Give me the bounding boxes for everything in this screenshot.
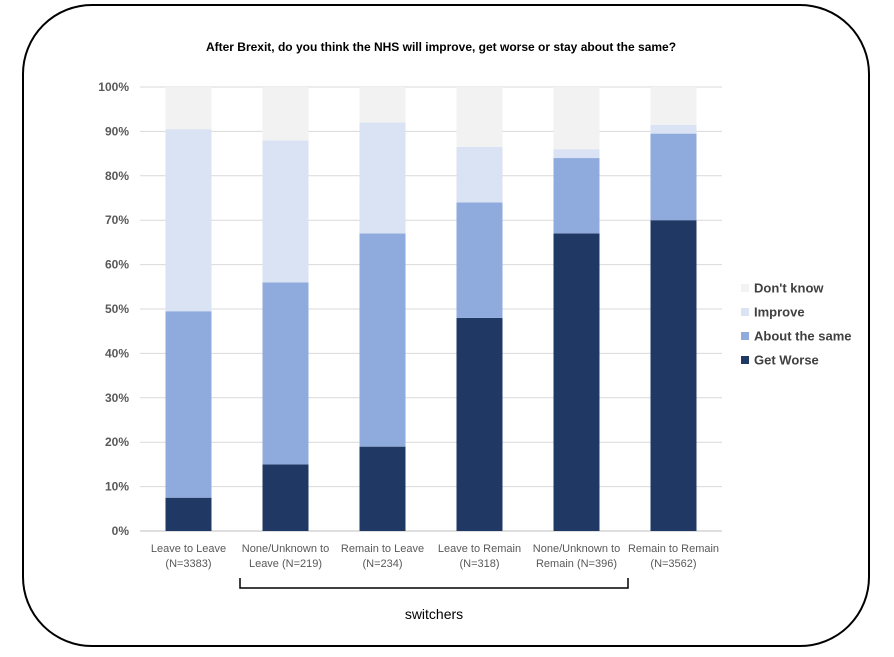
bar-segment — [262, 282, 309, 465]
chart-title: After Brexit, do you think the NHS will … — [206, 40, 676, 54]
bar-segment — [262, 87, 309, 141]
y-tick-label: 0% — [112, 524, 130, 538]
bar-segment — [456, 317, 503, 531]
bar-segment — [359, 233, 406, 447]
bar-segment — [456, 87, 503, 147]
legend: Don't know Improve About the same Get Worse — [741, 281, 852, 368]
bar-segment — [165, 87, 212, 130]
x-category-label: (N=3383) — [165, 558, 211, 570]
x-category-label: Leave (N=219) — [249, 558, 322, 570]
bar-segment — [456, 202, 503, 318]
bar-segment — [165, 129, 212, 312]
bar-segment — [165, 497, 212, 531]
bar-segment — [262, 464, 309, 531]
y-tick-label: 100% — [98, 80, 129, 94]
x-category-label: None/Unknown to — [242, 543, 329, 555]
x-category-label: (N=318) — [459, 558, 499, 570]
y-tick-label: 90% — [105, 124, 129, 138]
x-category-label: Leave to Remain — [438, 543, 521, 555]
bar-segment — [553, 233, 600, 531]
bar-segment — [650, 124, 697, 134]
rounded-frame — [22, 4, 870, 647]
x-category-label: (N=234) — [362, 558, 402, 570]
y-tick-label: 40% — [105, 346, 129, 360]
bar-segment — [359, 446, 406, 531]
x-category-label: Remain to Remain — [628, 543, 719, 555]
bar-segment — [650, 133, 697, 221]
bar-segment — [262, 140, 309, 283]
legend-label: Improve — [754, 305, 805, 320]
y-tick-label: 10% — [105, 480, 129, 494]
x-category-label: Remain (N=396) — [536, 558, 617, 570]
y-tick-label: 20% — [105, 435, 129, 449]
x-category-label: None/Unknown to — [533, 543, 620, 555]
y-tick-label: 50% — [105, 302, 129, 316]
bar-segment — [553, 87, 600, 150]
bar-segment — [650, 220, 697, 531]
legend-swatch — [741, 284, 749, 292]
legend-label: Don't know — [754, 281, 824, 296]
bar-segment — [359, 87, 406, 123]
switchers-bracket — [239, 578, 629, 589]
bar-segment — [165, 311, 212, 498]
legend-swatch — [741, 308, 749, 316]
y-tick-label: 80% — [105, 169, 129, 183]
x-category-label: Remain to Leave — [341, 543, 424, 555]
bar-segment — [456, 146, 503, 203]
bar-segment — [553, 149, 600, 159]
y-tick-label: 60% — [105, 258, 129, 272]
y-axis-ticks: 0% 10% 20% 30% 40% 50% 60% 70% 80% 90% 100% — [98, 80, 129, 538]
bar-segment — [650, 87, 697, 125]
x-category-label: (N=3562) — [650, 558, 696, 570]
x-category-label: Leave to Leave — [151, 543, 226, 555]
legend-swatch — [741, 356, 749, 364]
legend-label: About the same — [754, 329, 852, 344]
legend-label: Get Worse — [754, 353, 819, 368]
bars — [165, 87, 697, 531]
y-tick-label: 30% — [105, 391, 129, 405]
switchers-label: switchers — [405, 606, 463, 622]
bar-segment — [553, 158, 600, 234]
x-axis-labels: Leave to Leave (N=3383) None/Unknown to Lea… — [151, 543, 719, 570]
bar-segment — [359, 122, 406, 234]
y-tick-label: 70% — [105, 213, 129, 227]
legend-swatch — [741, 332, 749, 340]
gridlines — [140, 86, 722, 532]
